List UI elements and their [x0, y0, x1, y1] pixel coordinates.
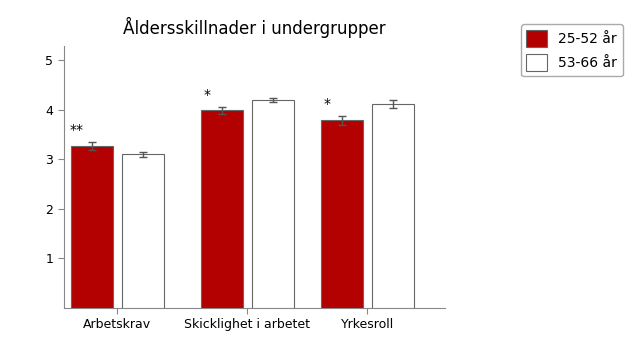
- Bar: [201, 110, 243, 308]
- Legend: 25-52 år, 53-66 år: 25-52 år, 53-66 år: [521, 25, 623, 76]
- Text: *: *: [204, 88, 211, 102]
- Text: **: **: [70, 122, 84, 136]
- Bar: [121, 154, 164, 308]
- Bar: [71, 146, 113, 308]
- Bar: [321, 120, 363, 308]
- Title: Åldersskillnader i undergrupper: Åldersskillnader i undergrupper: [123, 17, 385, 38]
- Bar: [252, 100, 294, 308]
- Text: *: *: [324, 97, 331, 111]
- Bar: [371, 104, 414, 308]
